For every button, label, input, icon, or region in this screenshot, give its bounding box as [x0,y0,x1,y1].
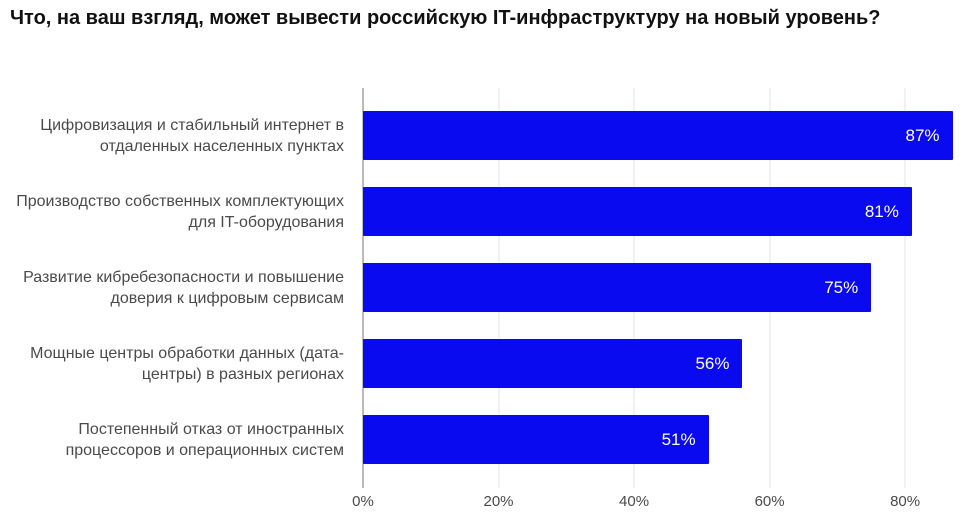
category-label: Цифровизация и стабильный интернет в отд… [40,117,344,155]
bar-value-label: 87% [905,125,940,145]
category-label: Мощные центры обработки данных (дата-цен… [30,345,344,383]
category-label: Производство собственных комплектующих д… [16,193,344,231]
bar-rows: Цифровизация и стабильный интернет в отд… [0,88,972,488]
x-tick-label: 60% [754,493,785,510]
category-label: Развитие кибребезопасности и повышение д… [23,269,344,307]
bar-row: Производство собственных комплектующих д… [0,174,972,250]
bar-track: 51% [363,402,960,478]
bar[interactable]: 87% [363,111,953,160]
bar-track: 81% [363,174,960,250]
bar-track: 75% [363,250,960,326]
bar-track: 87% [363,98,960,174]
bar-value-label: 75% [824,277,859,297]
bar-row: Мощные центры обработки данных (дата-цен… [0,326,972,402]
x-tick-label: 20% [483,493,514,510]
chart-title: Что, на ваш взгляд, может вывести россий… [10,7,881,29]
bar-row: Постепенный отказ от иностранных процесс… [0,402,972,478]
bar-value-label: 51% [661,429,696,449]
bar[interactable]: 81% [363,187,912,236]
x-tick-label: 0% [352,493,374,510]
bar[interactable]: 56% [363,339,743,388]
x-tick-label: 80% [890,493,921,510]
bar-row: Цифровизация и стабильный интернет в отд… [0,98,972,174]
x-axis: 0% 20% 40% 60% 80% [352,493,960,515]
bar[interactable]: 51% [363,415,709,464]
bar-value-label: 81% [864,201,899,221]
category-label: Постепенный отказ от иностранных процесс… [65,421,344,459]
bar-row: Развитие кибребезопасности и повышение д… [0,250,972,326]
bar-value-label: 56% [695,353,730,373]
gridline [904,88,906,488]
bar[interactable]: 75% [363,263,872,312]
x-tick-label: 40% [619,493,650,510]
bar-track: 56% [363,326,960,402]
